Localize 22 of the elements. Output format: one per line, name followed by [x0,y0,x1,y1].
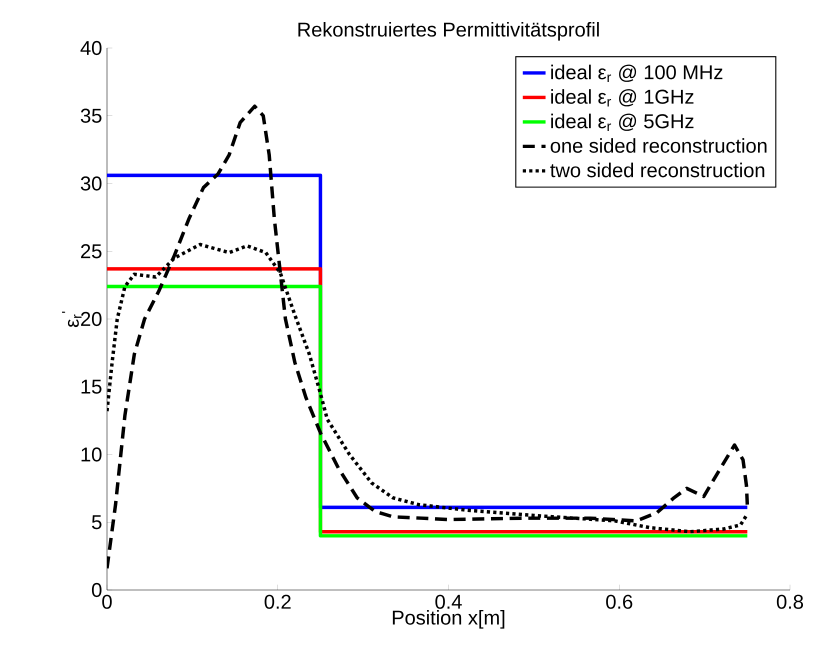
y-tick-label: 5 [92,515,102,530]
legend-label: one sided reconstruction [550,138,766,153]
x-tick-label: 0.8 [776,594,804,609]
legend-label: two sided reconstruction [550,162,764,178]
x-tick-label: 0.2 [264,594,291,609]
legend-label: ideal ε$_{r}$ @ 5GHz [551,114,694,132]
y-tick-label: 25 [81,244,102,258]
y-tick-label: 15 [82,380,102,394]
y-tick-label: 30 [80,176,102,191]
x-tick-label: 0.6 [606,594,632,609]
x-tick-label: 0 [102,594,112,609]
chart-title: Rekonstruiertes Permittivitätsprofil [298,22,599,41]
legend-label: ideal ε$_{r}$ @ 100 MHz [551,64,722,82]
legend-label: ideal ε$_{r}$ @ 1GHz [551,89,694,107]
y-axis-title: ε$_{r}$' [62,312,82,328]
x-axis-title: Position x[m] [392,610,504,629]
y-tick-label: 0 [92,582,102,598]
y-tick-label: 20 [81,312,102,326]
x-tick-label: 0.4 [435,594,462,609]
y-tick-label: 40 [80,40,102,56]
y-tick-label: 35 [80,108,102,123]
y-tick-label: 10 [82,447,102,462]
